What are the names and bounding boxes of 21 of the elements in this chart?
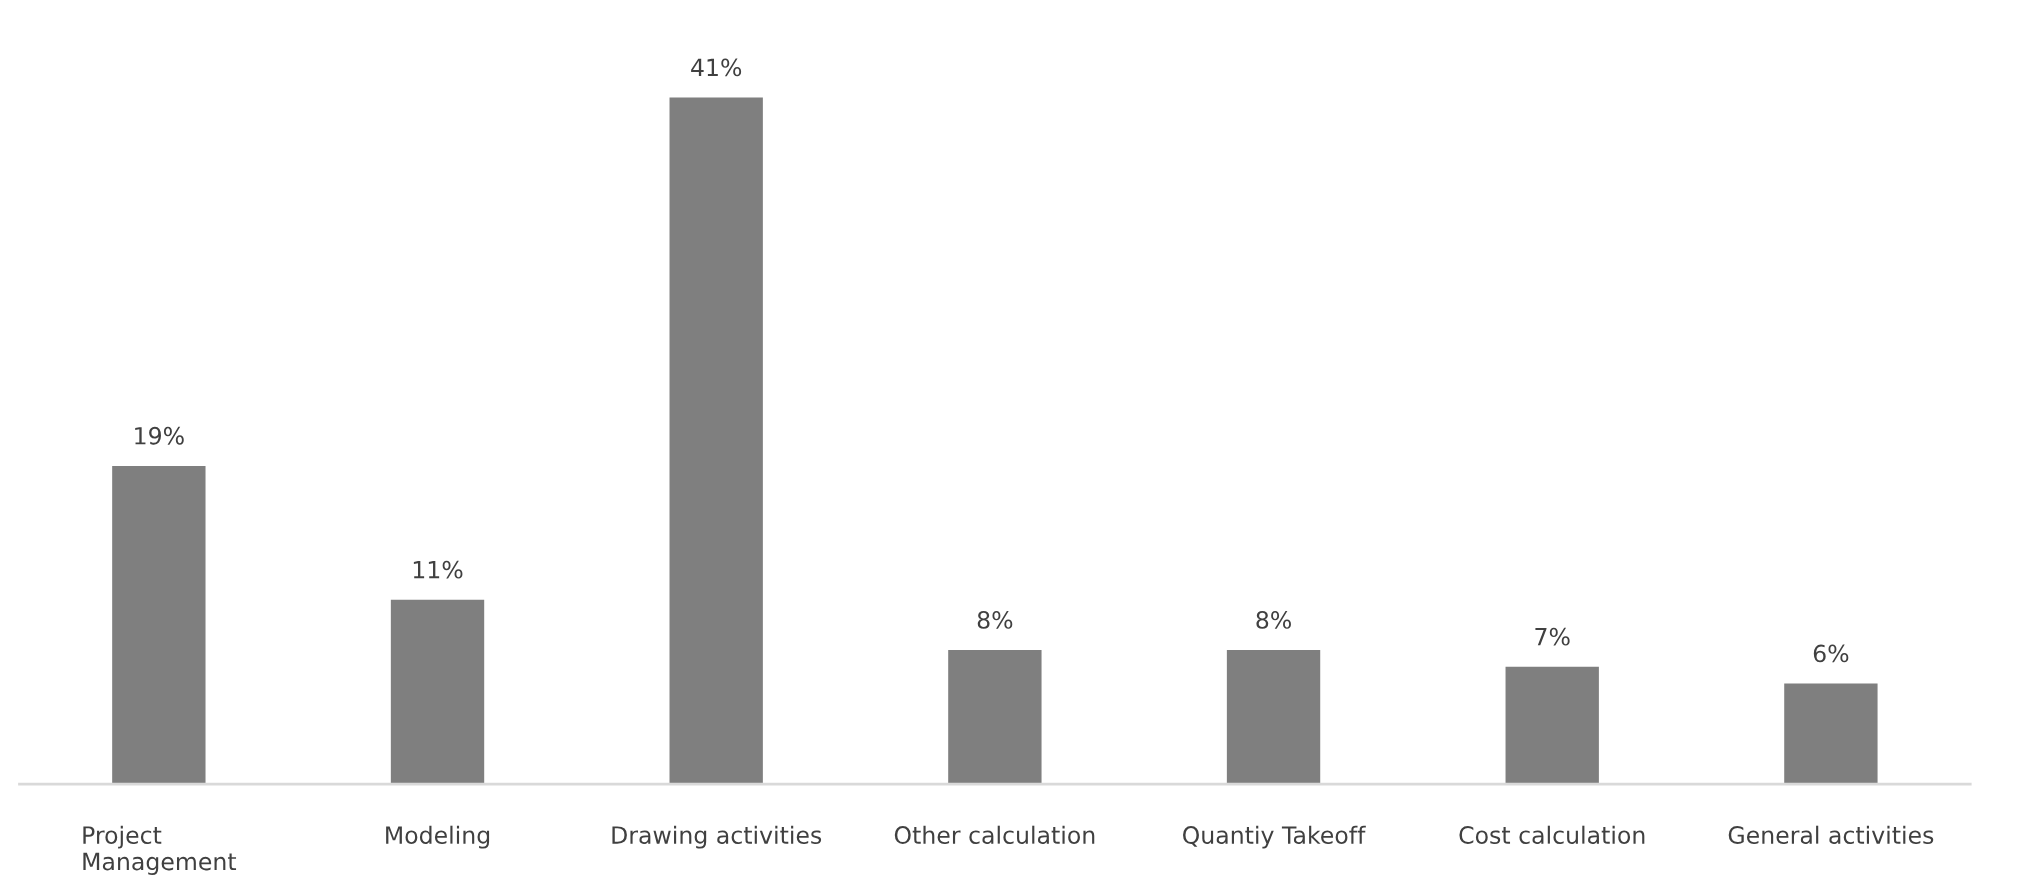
bar (669, 97, 763, 785)
x-tick-label: Modeling (386, 825, 490, 849)
data-label: 8% (977, 610, 1013, 629)
data-label: 19% (135, 426, 184, 445)
bar (1505, 666, 1599, 785)
bar (112, 465, 206, 785)
data-label: 11% (413, 560, 463, 579)
bar (1226, 650, 1321, 785)
bar (390, 599, 485, 785)
x-tick-label: Other calculation (894, 825, 1095, 844)
bar (1784, 683, 1878, 785)
x-tick-label: Quantiy Takeoff (1183, 825, 1366, 849)
x-tick-label: Cost calculation (1459, 825, 1645, 844)
bar (948, 650, 1042, 785)
data-label: 8% (1256, 610, 1291, 629)
x-tick-label: General activities (1728, 825, 1934, 844)
data-label: 6% (1813, 644, 1849, 663)
data-label: 7% (1535, 627, 1570, 646)
x-tick-label: Project Management (83, 825, 237, 875)
x-tick-label: Drawing activities (612, 825, 822, 849)
data-label: 41% (691, 58, 742, 77)
